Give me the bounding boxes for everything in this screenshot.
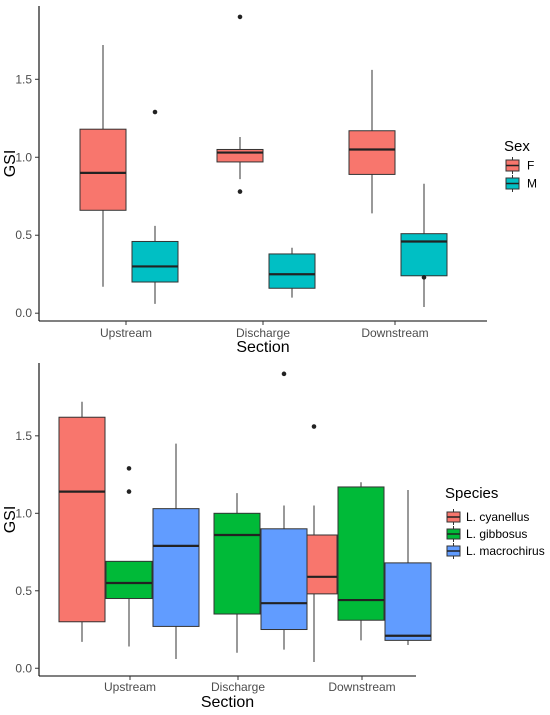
- box-body: [400, 233, 448, 277]
- outlier-point: [126, 489, 132, 494]
- y-axis-title: GSI: [2, 150, 19, 178]
- box-body: [268, 253, 316, 289]
- legend-key: [446, 509, 461, 525]
- box-l-gibbosus-discharge: [213, 493, 261, 653]
- legend-key: [505, 157, 520, 174]
- box-body: [216, 148, 264, 163]
- legend-key: [446, 543, 461, 559]
- box-body: [79, 128, 127, 211]
- x-tick-label: Discharge: [211, 680, 265, 694]
- box-l-gibbosus-upstream: [105, 466, 153, 647]
- box-body: [337, 486, 385, 621]
- y-axis-title: GSI: [2, 506, 19, 534]
- y-tick-label: 1.0: [15, 506, 32, 520]
- x-tick-label: Upstream: [100, 326, 152, 340]
- box-f-upstream: [79, 44, 127, 287]
- x-tick-label: Upstream: [104, 680, 156, 694]
- box-body: [105, 560, 153, 600]
- x-axis-title: Section: [236, 339, 289, 356]
- box-l-gibbosus-downstream: [337, 482, 385, 641]
- outlier-point: [152, 109, 158, 115]
- box-l-macrochirus-upstream: [152, 443, 200, 659]
- x-tick-label: Discharge: [236, 326, 290, 340]
- box-l-macrochirus-discharge: [260, 371, 308, 650]
- legend-label: M: [527, 177, 537, 191]
- x-tick-label: Downstream: [328, 680, 395, 694]
- legend-label: F: [527, 159, 534, 173]
- box-m-downstream: [400, 183, 448, 307]
- box-body: [131, 240, 179, 283]
- y-tick-label: 1.5: [15, 429, 32, 443]
- y-tick-label: 0.5: [15, 228, 32, 242]
- box-body: [384, 562, 432, 641]
- box-f-downstream: [348, 69, 396, 214]
- box-l-macrochirus-downstream: [384, 490, 432, 646]
- box-body: [213, 512, 261, 615]
- box-body: [58, 416, 106, 623]
- outlier-point: [237, 14, 243, 20]
- outlier-point: [421, 275, 427, 280]
- y-tick-label: 0.0: [15, 306, 32, 320]
- box-l-cyanellus-upstream: [58, 401, 106, 642]
- box-m-discharge: [268, 247, 316, 298]
- legend-label: L. cyanellus: [466, 510, 529, 524]
- outlier-point: [311, 424, 317, 429]
- species-gsi-boxplot: 0.0 0.5 1.0 1.5 Upstream Discharge Downstream S…: [2, 363, 545, 711]
- box-body: [152, 508, 200, 627]
- outlier-point: [237, 189, 243, 194]
- legend-title: Species: [445, 485, 498, 502]
- legend-key: [446, 526, 461, 542]
- y-tick-label: 1.5: [15, 72, 32, 86]
- legend-title: Sex: [504, 138, 530, 155]
- y-tick-label: 0.0: [15, 661, 32, 675]
- y-tick-label: 1.0: [15, 150, 32, 164]
- outlier-point: [126, 466, 132, 471]
- sex-gsi-boxplot: 0.0 0.5 1.0 1.5 Upstream Discharge Downstream S…: [2, 6, 537, 356]
- box-body: [260, 528, 308, 631]
- legend-key: [505, 175, 520, 192]
- box-m-upstream: [131, 109, 179, 304]
- box-body: [348, 130, 396, 175]
- y-tick-label: 0.5: [15, 584, 32, 598]
- legend-label: L. macrochirus: [466, 544, 545, 558]
- legend-label: L. gibbosus: [466, 527, 527, 541]
- x-axis-title: Section: [201, 694, 254, 711]
- box-f-discharge: [216, 14, 264, 194]
- x-tick-label: Downstream: [361, 326, 428, 340]
- outlier-point: [281, 371, 287, 377]
